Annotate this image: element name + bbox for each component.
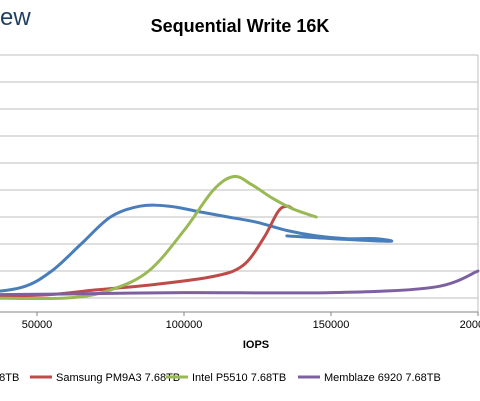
series-line-2: [0, 174, 318, 301]
chart-title: Sequential Write 16K: [150, 16, 330, 36]
series-line-3: [0, 269, 480, 297]
legend-label: Samsung PM9A3 7.68TB: [56, 372, 180, 384]
series-layer: [0, 174, 480, 301]
legend-label: Memblaze 6920 7.68TB: [324, 372, 441, 384]
brand-logo-fragment: ew: [0, 4, 31, 31]
grid: [0, 54, 479, 312]
legend: .68TB Samsung PM9A3 7.68TB Intel P5510 7.6…: [0, 372, 441, 384]
axis-layer: 50000 100000 150000 200000: [0, 311, 480, 331]
legend-label: .68TB: [0, 372, 19, 384]
x-tick-label: 50000: [22, 319, 53, 331]
series-line-0: [0, 203, 394, 293]
x-tick-label: 200000: [460, 319, 480, 331]
x-axis-label: IOPS: [243, 339, 269, 351]
x-tick-label: 100000: [166, 319, 203, 331]
legend-label: Intel P5510 7.68TB: [192, 372, 286, 384]
x-tick-label: 150000: [313, 319, 350, 331]
